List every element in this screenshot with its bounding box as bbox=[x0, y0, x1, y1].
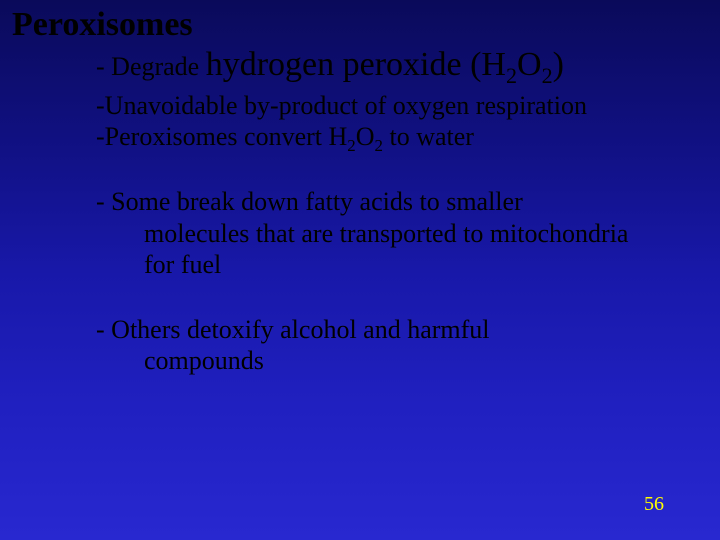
text-fatty-l3: for fuel bbox=[12, 249, 708, 280]
text-hp-sub1: 2 bbox=[506, 63, 517, 88]
text-degrade-small: Degrade bbox=[111, 52, 206, 81]
slide-container: Peroxisomes - Degrade hydrogen peroxide … bbox=[0, 0, 720, 540]
bullet-unavoidable: - Unavoidable by-product of oxygen respi… bbox=[12, 90, 708, 121]
text-conv-pre: Peroxisomes convert H bbox=[105, 122, 348, 151]
slide-title: Peroxisomes bbox=[12, 6, 708, 44]
bullet-dash: - bbox=[96, 315, 111, 344]
text-fatty-l2: molecules that are transported to mitoch… bbox=[12, 218, 708, 249]
bullet-dash: - bbox=[96, 121, 105, 152]
bullet-dash: - bbox=[96, 52, 111, 81]
text-hydrogen-peroxide: hydrogen peroxide (H2O2) bbox=[206, 46, 564, 83]
text-conv-post: to water bbox=[383, 122, 474, 151]
bullet-convert: - Peroxisomes convert H2O2 to water bbox=[12, 121, 708, 152]
text-hp-pre: hydrogen peroxide (H bbox=[206, 46, 506, 83]
text-unavoidable: Unavoidable by-product of oxygen respira… bbox=[105, 91, 587, 120]
text-detox-l2: compounds bbox=[12, 345, 708, 376]
text-hp-sub2: 2 bbox=[542, 63, 553, 88]
text-conv-mid: O bbox=[356, 122, 375, 151]
bullet-degrade: - Degrade hydrogen peroxide (H2O2) bbox=[12, 46, 708, 84]
bullet-detoxify: - Others detoxify alcohol and harmful bbox=[12, 314, 708, 345]
text-convert: Peroxisomes convert H2O2 to water bbox=[105, 122, 474, 151]
bullet-dash: - bbox=[96, 90, 105, 121]
text-detox-l1: Others detoxify alcohol and harmful bbox=[111, 315, 489, 344]
text-conv-s2: 2 bbox=[375, 136, 383, 155]
text-conv-s1: 2 bbox=[347, 136, 355, 155]
page-number: 56 bbox=[644, 493, 664, 516]
text-hp-mid: O bbox=[517, 46, 542, 83]
text-hp-post: ) bbox=[553, 46, 564, 83]
text-fatty-l1: Some break down fatty acids to smaller bbox=[111, 187, 523, 216]
bullet-dash: - bbox=[96, 187, 111, 216]
bullet-fatty-acids: - Some break down fatty acids to smaller bbox=[12, 186, 708, 217]
